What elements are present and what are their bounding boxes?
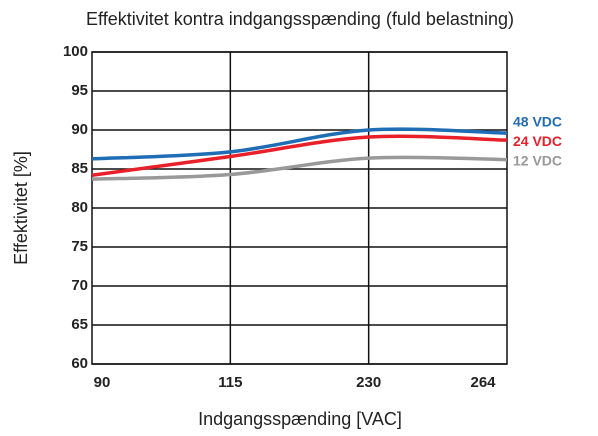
- x-tick-label: 264: [470, 374, 496, 391]
- y-tick-label: 60: [71, 355, 88, 372]
- series-label: 48 VDC: [513, 114, 562, 130]
- x-axis-label: Indgangsspænding [VAC]: [198, 409, 402, 429]
- series-line: [91, 134, 508, 177]
- y-tick-label: 85: [71, 160, 88, 177]
- y-tick-label: 90: [71, 121, 88, 138]
- y-tick-label: 80: [71, 199, 88, 216]
- x-tick-label: 90: [94, 374, 111, 391]
- y-axis-label: Effektivitet [%]: [11, 151, 31, 265]
- series-label: 12 VDC: [513, 153, 562, 169]
- series-label: 24 VDC: [513, 133, 562, 149]
- y-tick-label: 65: [71, 316, 88, 333]
- chart-title: Effektivitet kontra indgangsspænding (fu…: [86, 9, 514, 29]
- x-tick-label: 230: [356, 374, 381, 391]
- y-tick-label: 100: [63, 43, 88, 60]
- series-line: [91, 155, 508, 181]
- y-tick-label: 70: [71, 277, 88, 294]
- plot-border: [91, 51, 508, 365]
- x-tick-label: 115: [218, 374, 242, 391]
- y-tick-label: 75: [71, 238, 88, 255]
- y-tick-label: 95: [71, 82, 88, 99]
- series-line: [91, 127, 508, 161]
